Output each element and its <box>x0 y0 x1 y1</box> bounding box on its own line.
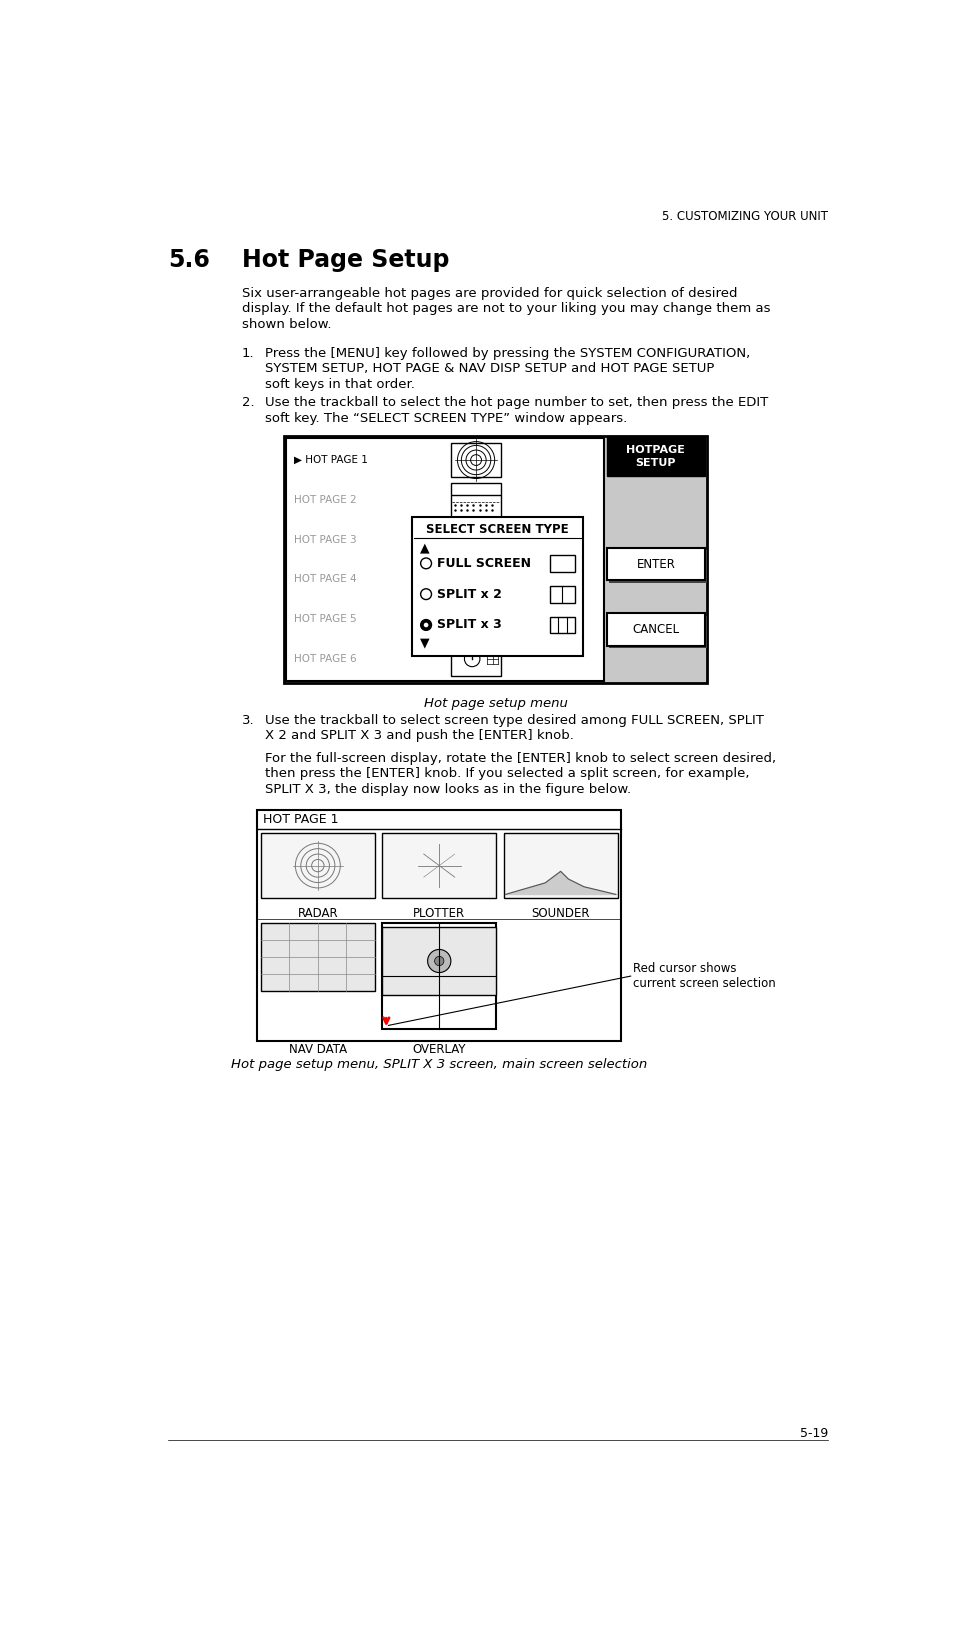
Text: SELECT SCREEN TYPE: SELECT SCREEN TYPE <box>426 523 569 536</box>
Text: then press the [ENTER] knob. If you selected a split screen, for example,: then press the [ENTER] knob. If you sele… <box>265 768 749 781</box>
Text: OVERLAY: OVERLAY <box>412 1042 466 1056</box>
FancyBboxPatch shape <box>607 436 705 477</box>
FancyBboxPatch shape <box>607 613 705 645</box>
Text: HOT PAGE 3: HOT PAGE 3 <box>294 534 356 544</box>
FancyBboxPatch shape <box>451 484 502 516</box>
Text: 3.: 3. <box>242 714 255 727</box>
Text: RADAR: RADAR <box>297 907 338 920</box>
Text: 5-19: 5-19 <box>800 1426 828 1440</box>
Text: ▲: ▲ <box>420 541 430 554</box>
Text: FULL SCREEN: FULL SCREEN <box>437 557 531 570</box>
Text: ▼: ▼ <box>420 636 430 649</box>
FancyBboxPatch shape <box>451 642 502 676</box>
Text: Press the [MENU] key followed by pressing the SYSTEM CONFIGURATION,: Press the [MENU] key followed by pressin… <box>265 346 750 359</box>
FancyBboxPatch shape <box>258 810 621 1041</box>
FancyBboxPatch shape <box>451 443 502 477</box>
Text: 1.: 1. <box>242 346 255 359</box>
FancyBboxPatch shape <box>382 926 496 995</box>
Text: Red cursor shows
current screen selection: Red cursor shows current screen selectio… <box>633 962 776 990</box>
FancyBboxPatch shape <box>451 603 502 636</box>
Text: HOT PAGE 6: HOT PAGE 6 <box>294 654 356 663</box>
FancyBboxPatch shape <box>261 923 374 992</box>
Text: Use the trackball to select screen type desired among FULL SCREEN, SPLIT: Use the trackball to select screen type … <box>265 714 764 727</box>
FancyBboxPatch shape <box>261 833 374 899</box>
Text: Hot Page Setup: Hot Page Setup <box>242 248 449 273</box>
FancyBboxPatch shape <box>382 833 496 899</box>
Text: CANCEL: CANCEL <box>633 623 679 636</box>
Text: 5. CUSTOMIZING YOUR UNIT: 5. CUSTOMIZING YOUR UNIT <box>662 209 828 222</box>
Text: Hot page setup menu: Hot page setup menu <box>424 696 568 709</box>
Text: 5.6: 5.6 <box>168 248 210 273</box>
Text: Six user-arrangeable hot pages are provided for quick selection of desired: Six user-arrangeable hot pages are provi… <box>242 288 737 301</box>
Circle shape <box>421 557 432 569</box>
Text: soft key. The “SELECT SCREEN TYPE” window appears.: soft key. The “SELECT SCREEN TYPE” windo… <box>265 412 627 425</box>
FancyBboxPatch shape <box>412 518 582 655</box>
Text: SYSTEM SETUP, HOT PAGE & NAV DISP SETUP and HOT PAGE SETUP: SYSTEM SETUP, HOT PAGE & NAV DISP SETUP … <box>265 363 714 376</box>
FancyBboxPatch shape <box>609 616 708 649</box>
Text: shown below.: shown below. <box>242 317 331 330</box>
Text: HOT PAGE 2: HOT PAGE 2 <box>294 495 356 505</box>
Text: HOT PAGE 1: HOT PAGE 1 <box>263 812 339 825</box>
FancyBboxPatch shape <box>284 436 707 683</box>
FancyBboxPatch shape <box>550 556 574 572</box>
Text: PLOTTER: PLOTTER <box>413 907 466 920</box>
Text: Hot page setup menu, SPLIT X 3 screen, main screen selection: Hot page setup menu, SPLIT X 3 screen, m… <box>231 1057 647 1070</box>
Circle shape <box>421 619 432 631</box>
Text: 2.: 2. <box>242 397 255 408</box>
Text: HOT PAGE 4: HOT PAGE 4 <box>294 575 356 585</box>
Text: SOUNDER: SOUNDER <box>532 907 590 920</box>
Text: ▶ HOT PAGE 1: ▶ HOT PAGE 1 <box>294 454 367 466</box>
FancyBboxPatch shape <box>550 585 574 603</box>
Circle shape <box>428 949 451 972</box>
Text: HOTPAGE
SETUP: HOTPAGE SETUP <box>626 444 685 467</box>
Text: SPLIT X 3, the display now looks as in the figure below.: SPLIT X 3, the display now looks as in t… <box>265 783 631 796</box>
FancyBboxPatch shape <box>550 616 574 634</box>
Circle shape <box>434 956 444 966</box>
Polygon shape <box>505 871 616 894</box>
Text: X 2 and SPLIT X 3 and push the [ENTER] knob.: X 2 and SPLIT X 3 and push the [ENTER] k… <box>265 729 573 742</box>
FancyBboxPatch shape <box>609 551 708 583</box>
FancyBboxPatch shape <box>503 833 617 899</box>
Text: SPLIT x 2: SPLIT x 2 <box>437 588 502 601</box>
Text: For the full-screen display, rotate the [ENTER] knob to select screen desired,: For the full-screen display, rotate the … <box>265 752 776 765</box>
FancyBboxPatch shape <box>607 547 705 580</box>
Text: soft keys in that order.: soft keys in that order. <box>265 377 415 391</box>
Text: NAV DATA: NAV DATA <box>289 1042 347 1056</box>
Text: HOT PAGE 5: HOT PAGE 5 <box>294 614 356 624</box>
FancyBboxPatch shape <box>286 438 604 681</box>
Circle shape <box>424 623 429 627</box>
Text: ENTER: ENTER <box>637 557 676 570</box>
Text: display. If the default hot pages are not to your liking you may change them as: display. If the default hot pages are no… <box>242 302 770 315</box>
Circle shape <box>421 588 432 600</box>
Text: Use the trackball to select the hot page number to set, then press the EDIT: Use the trackball to select the hot page… <box>265 397 768 408</box>
Text: SPLIT x 3: SPLIT x 3 <box>437 619 502 631</box>
FancyBboxPatch shape <box>382 923 496 1029</box>
